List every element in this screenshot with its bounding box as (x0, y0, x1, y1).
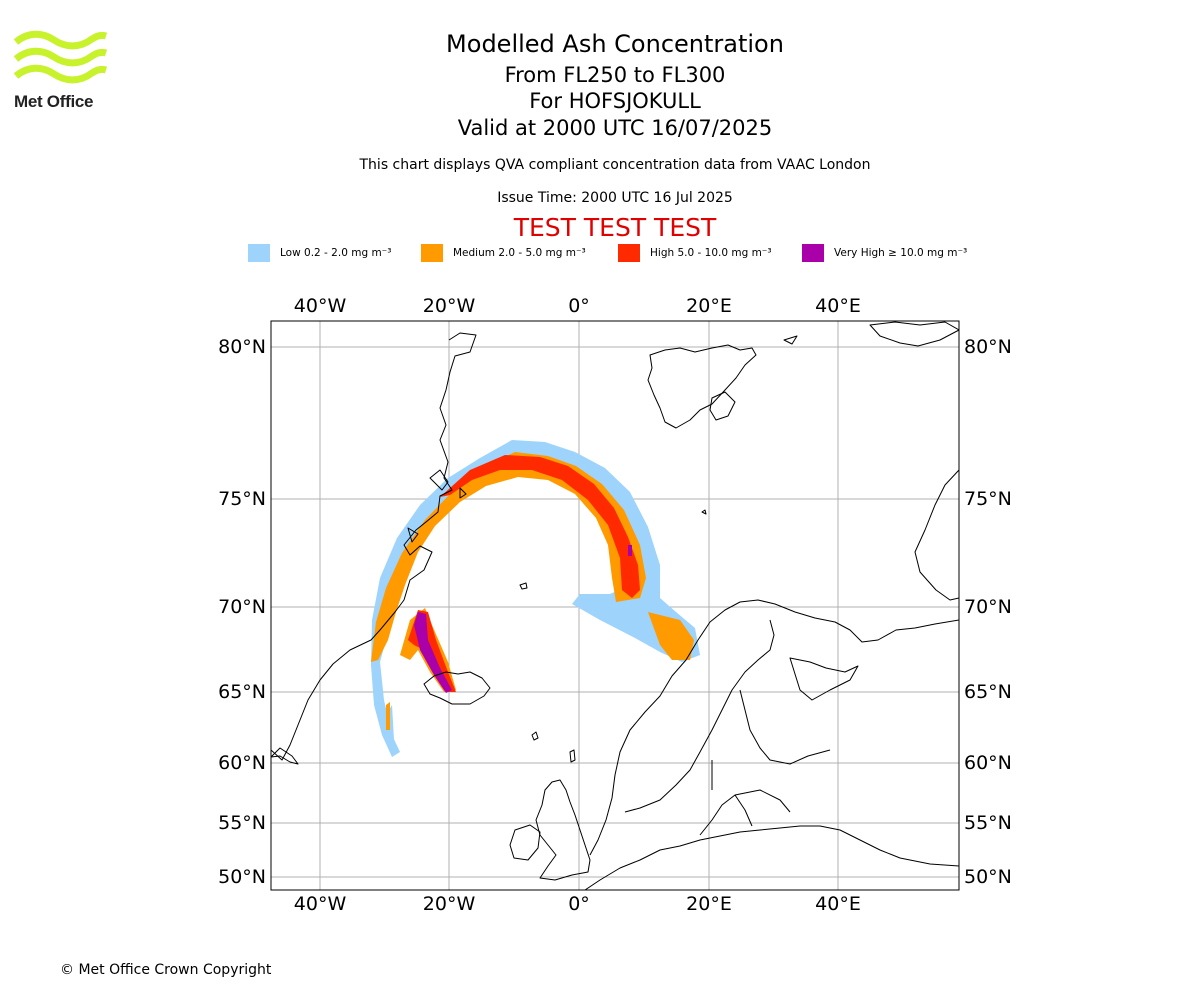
coast-svalbard-east (709, 391, 736, 421)
latitude-labels-right: 80°N 75°N 70°N 65°N 60°N 55°N 50°N (964, 336, 1012, 888)
coast-greenland (271, 332, 477, 761)
lon-tick-top-20e: 20°E (686, 295, 732, 317)
latitude-labels-left: 80°N 75°N 70°N 65°N 60°N 55°N 50°N (218, 336, 266, 888)
coast-greenland-fjords (407, 469, 467, 543)
legend-swatch-high (618, 244, 640, 262)
lon-tick-bottom-0: 0° (568, 893, 590, 915)
logo-text: Met Office (14, 92, 94, 111)
chart-title: Modelled Ash Concentration (446, 30, 784, 58)
lon-tick-bottom-40e: 40°E (815, 893, 861, 915)
volcano-name: For HOFSJOKULL (529, 89, 701, 113)
coastlines (271, 321, 959, 890)
legend-item-high: High 5.0 - 10.0 mg m⁻³ (618, 244, 772, 262)
coast-norway (589, 599, 959, 856)
lon-tick-bottom-40w: 40°W (294, 893, 347, 915)
coast-shetland (569, 749, 576, 763)
lon-tick-top-40e: 40°E (815, 295, 861, 317)
legend-item-medium: Medium 2.0 - 5.0 mg m⁻³ (421, 244, 586, 262)
lon-tick-bottom-20w: 20°W (423, 893, 476, 915)
map-frame (270, 320, 960, 891)
lat-tick-left-70n: 70°N (218, 596, 266, 618)
legend-label-very-high: Very High ≥ 10.0 mg m⁻³ (834, 247, 968, 259)
lon-tick-bottom-20e: 20°E (686, 893, 732, 915)
coast-franz-island (783, 335, 798, 345)
coast-jan-mayen (519, 582, 528, 590)
lon-tick-top-0: 0° (568, 295, 590, 317)
lat-tick-left-55n: 55°N (218, 812, 266, 834)
met-office-wave-icon (13, 30, 108, 84)
lat-tick-left-65n: 65°N (218, 681, 266, 703)
legend-swatch-low (248, 244, 270, 262)
coast-franz-josef (869, 321, 959, 347)
lat-tick-left-75n: 75°N (218, 488, 266, 510)
lat-tick-left-60n: 60°N (218, 752, 266, 774)
lat-tick-left-80n: 80°N (218, 336, 266, 358)
valid-time: Valid at 2000 UTC 16/07/2025 (457, 116, 773, 140)
lat-tick-right-70n: 70°N (964, 596, 1012, 618)
met-office-logo: Met Office (13, 30, 109, 112)
coast-greenland-south (271, 747, 299, 765)
coast-ireland (509, 824, 541, 861)
test-banner: TEST TEST TEST (513, 213, 717, 242)
coast-novaya-zemlya (914, 469, 959, 601)
lat-tick-right-75n: 75°N (964, 488, 1012, 510)
lat-tick-right-55n: 55°N (964, 812, 1012, 834)
legend-swatch-medium (421, 244, 443, 262)
coast-bear-island (701, 509, 707, 515)
lon-tick-top-20w: 20°W (423, 295, 476, 317)
longitude-labels: 40°W 20°W 0° 20°E 40°E 40°W 20°W 0° 20°E… (294, 295, 861, 915)
lat-tick-right-80n: 80°N (964, 336, 1012, 358)
flight-level-range: From FL250 to FL300 (504, 63, 726, 87)
lat-tick-left-50n: 50°N (218, 866, 266, 888)
legend-label-medium: Medium 2.0 - 5.0 mg m⁻³ (453, 247, 586, 259)
coast-faroes (531, 731, 539, 741)
legend-item-very-high: Very High ≥ 10.0 mg m⁻³ (802, 244, 967, 262)
lon-tick-top-40w: 40°W (294, 295, 347, 317)
legend-swatch-very-high (802, 244, 824, 262)
legend-label-high: High 5.0 - 10.0 mg m⁻³ (650, 247, 772, 259)
legend-label-low: Low 0.2 - 2.0 mg m⁻³ (280, 247, 392, 259)
lat-tick-right-60n: 60°N (964, 752, 1012, 774)
copyright-notice: © Met Office Crown Copyright (60, 962, 272, 978)
coast-great-britain (535, 779, 591, 881)
concentration-legend: Low 0.2 - 2.0 mg m⁻³ Medium 2.0 - 5.0 mg… (0, 244, 1200, 264)
legend-item-low: Low 0.2 - 2.0 mg m⁻³ (248, 244, 391, 262)
coast-baltic (699, 789, 791, 836)
coast-sweden-finland (624, 619, 831, 813)
issue-time: Issue Time: 2000 UTC 16 Jul 2025 (497, 190, 733, 206)
coast-continent (584, 825, 959, 890)
coast-svalbard (647, 344, 757, 429)
coast-iceland (423, 671, 491, 705)
compliance-note: This chart displays QVA compliant concen… (359, 157, 871, 173)
coast-kola (789, 657, 859, 701)
lat-tick-right-50n: 50°N (964, 866, 1012, 888)
lat-tick-right-65n: 65°N (964, 681, 1012, 703)
